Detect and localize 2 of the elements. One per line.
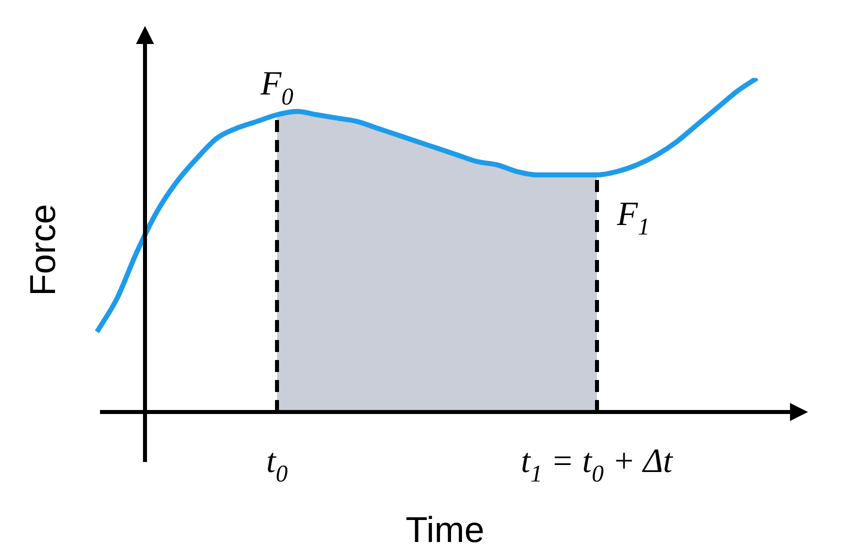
x-axis-title: Time [406,508,484,550]
y-axis-title: Force [22,204,63,296]
